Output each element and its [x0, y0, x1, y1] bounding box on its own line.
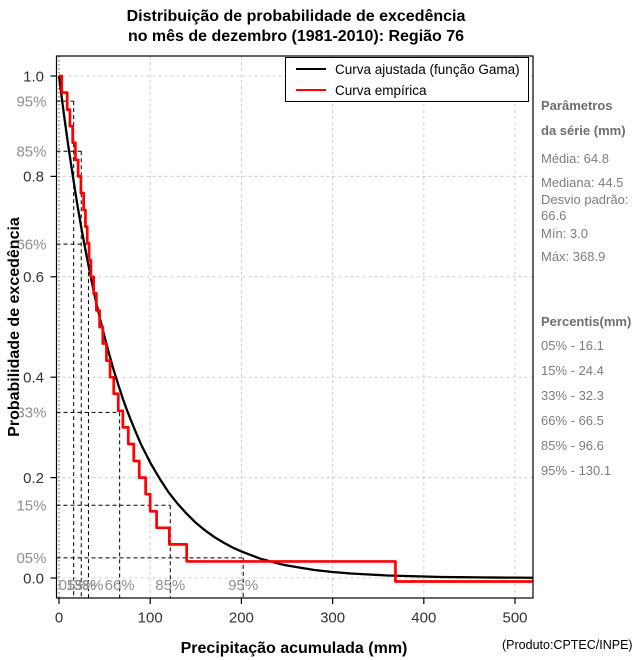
legend-label-fitted: Curva ajustada (função Gama) — [335, 61, 520, 77]
y-tick-label-1.0: 1.0 — [23, 68, 44, 85]
x-percent-label-95%: 95% — [228, 577, 258, 594]
x-tick-label-300: 300 — [320, 609, 345, 626]
chart-title-line1: Distribuição de probabilidade de excedên… — [126, 8, 466, 25]
parameters-title-line2: da série (mm) — [541, 123, 626, 138]
chart-title: Distribuição de probabilidade de excedên… — [0, 7, 592, 47]
y-percent-label-15%: 15% — [16, 497, 46, 514]
y-percent-label-05%: 05% — [16, 550, 46, 567]
x-tick-label-400: 400 — [411, 609, 436, 626]
stat-media: Média: 64.8 — [541, 151, 609, 166]
y-percent-label-66%: 66% — [16, 236, 46, 253]
percentil-33: 33% - 32.3 — [541, 388, 604, 403]
y-percent-label-33%: 33% — [16, 405, 46, 422]
y-tick-label-0.8: 0.8 — [23, 169, 44, 186]
fitted-line-swatch — [296, 68, 326, 70]
parameters-title-line1: Parâmetros — [541, 98, 613, 113]
x-axis-title: Precipitação acumulada (mm) — [180, 640, 408, 657]
product-note: (Produto:CPTEC/INPE) — [502, 638, 633, 652]
stat-max: Máx: 368.9 — [541, 249, 606, 264]
stat-desvio-padrao: Desvio padrão: 66.6 — [541, 192, 629, 223]
legend-item-empirical: Curva empírica — [286, 81, 528, 99]
percentil-95: 95% - 130.1 — [541, 463, 612, 478]
y-percent-label-85%: 85% — [16, 144, 46, 161]
x-tick-label-200: 200 — [229, 609, 254, 626]
x-percent-label-85%: 85% — [155, 577, 185, 594]
y-tick-label-0.6: 0.6 — [23, 269, 44, 286]
chart-legend: Curva ajustada (função Gama) Curva empír… — [285, 57, 529, 102]
y-axis-title: Probabilidade de excedência — [6, 217, 23, 437]
fitted-curve — [57, 75, 533, 579]
y-tick-label-0.2: 0.2 — [23, 470, 44, 487]
y-tick-label-0.4: 0.4 — [23, 369, 44, 386]
stat-min: Mín: 3.0 — [541, 226, 588, 241]
legend-item-fitted: Curva ajustada (função Gama) — [286, 60, 528, 78]
curves-group — [57, 74, 533, 583]
x-percent-label-33%: 33% — [73, 577, 103, 594]
stat-mediana: Mediana: 44.5 — [541, 175, 624, 190]
percentil-05: 05% - 16.1 — [541, 338, 604, 353]
y-tick-label-0.0: 0.0 — [23, 570, 44, 587]
percentis-title: Percentis(mm) — [541, 314, 632, 329]
legend-label-empirical: Curva empírica — [335, 82, 427, 98]
percentil-66: 66% - 66.5 — [541, 413, 604, 428]
x-tick-label-500: 500 — [502, 609, 527, 626]
y-percent-label-95%: 95% — [16, 93, 46, 110]
x-percent-label-66%: 66% — [105, 577, 135, 594]
percentil-15: 15% - 24.4 — [541, 363, 604, 378]
empirical-line-swatch — [296, 89, 326, 91]
empirical-curve — [59, 74, 533, 583]
plot-border — [55, 55, 534, 599]
chart-title-line2: no mês de dezembro (1981-2010): Região 7… — [127, 28, 465, 45]
percentil-85: 85% - 96.6 — [541, 438, 604, 453]
x-tick-label-100: 100 — [138, 609, 163, 626]
x-tick-label-0: 0 — [55, 609, 63, 626]
series-parameters-panel: Parâmetros da série (mm) Média: 64.8 Med… — [541, 98, 638, 488]
